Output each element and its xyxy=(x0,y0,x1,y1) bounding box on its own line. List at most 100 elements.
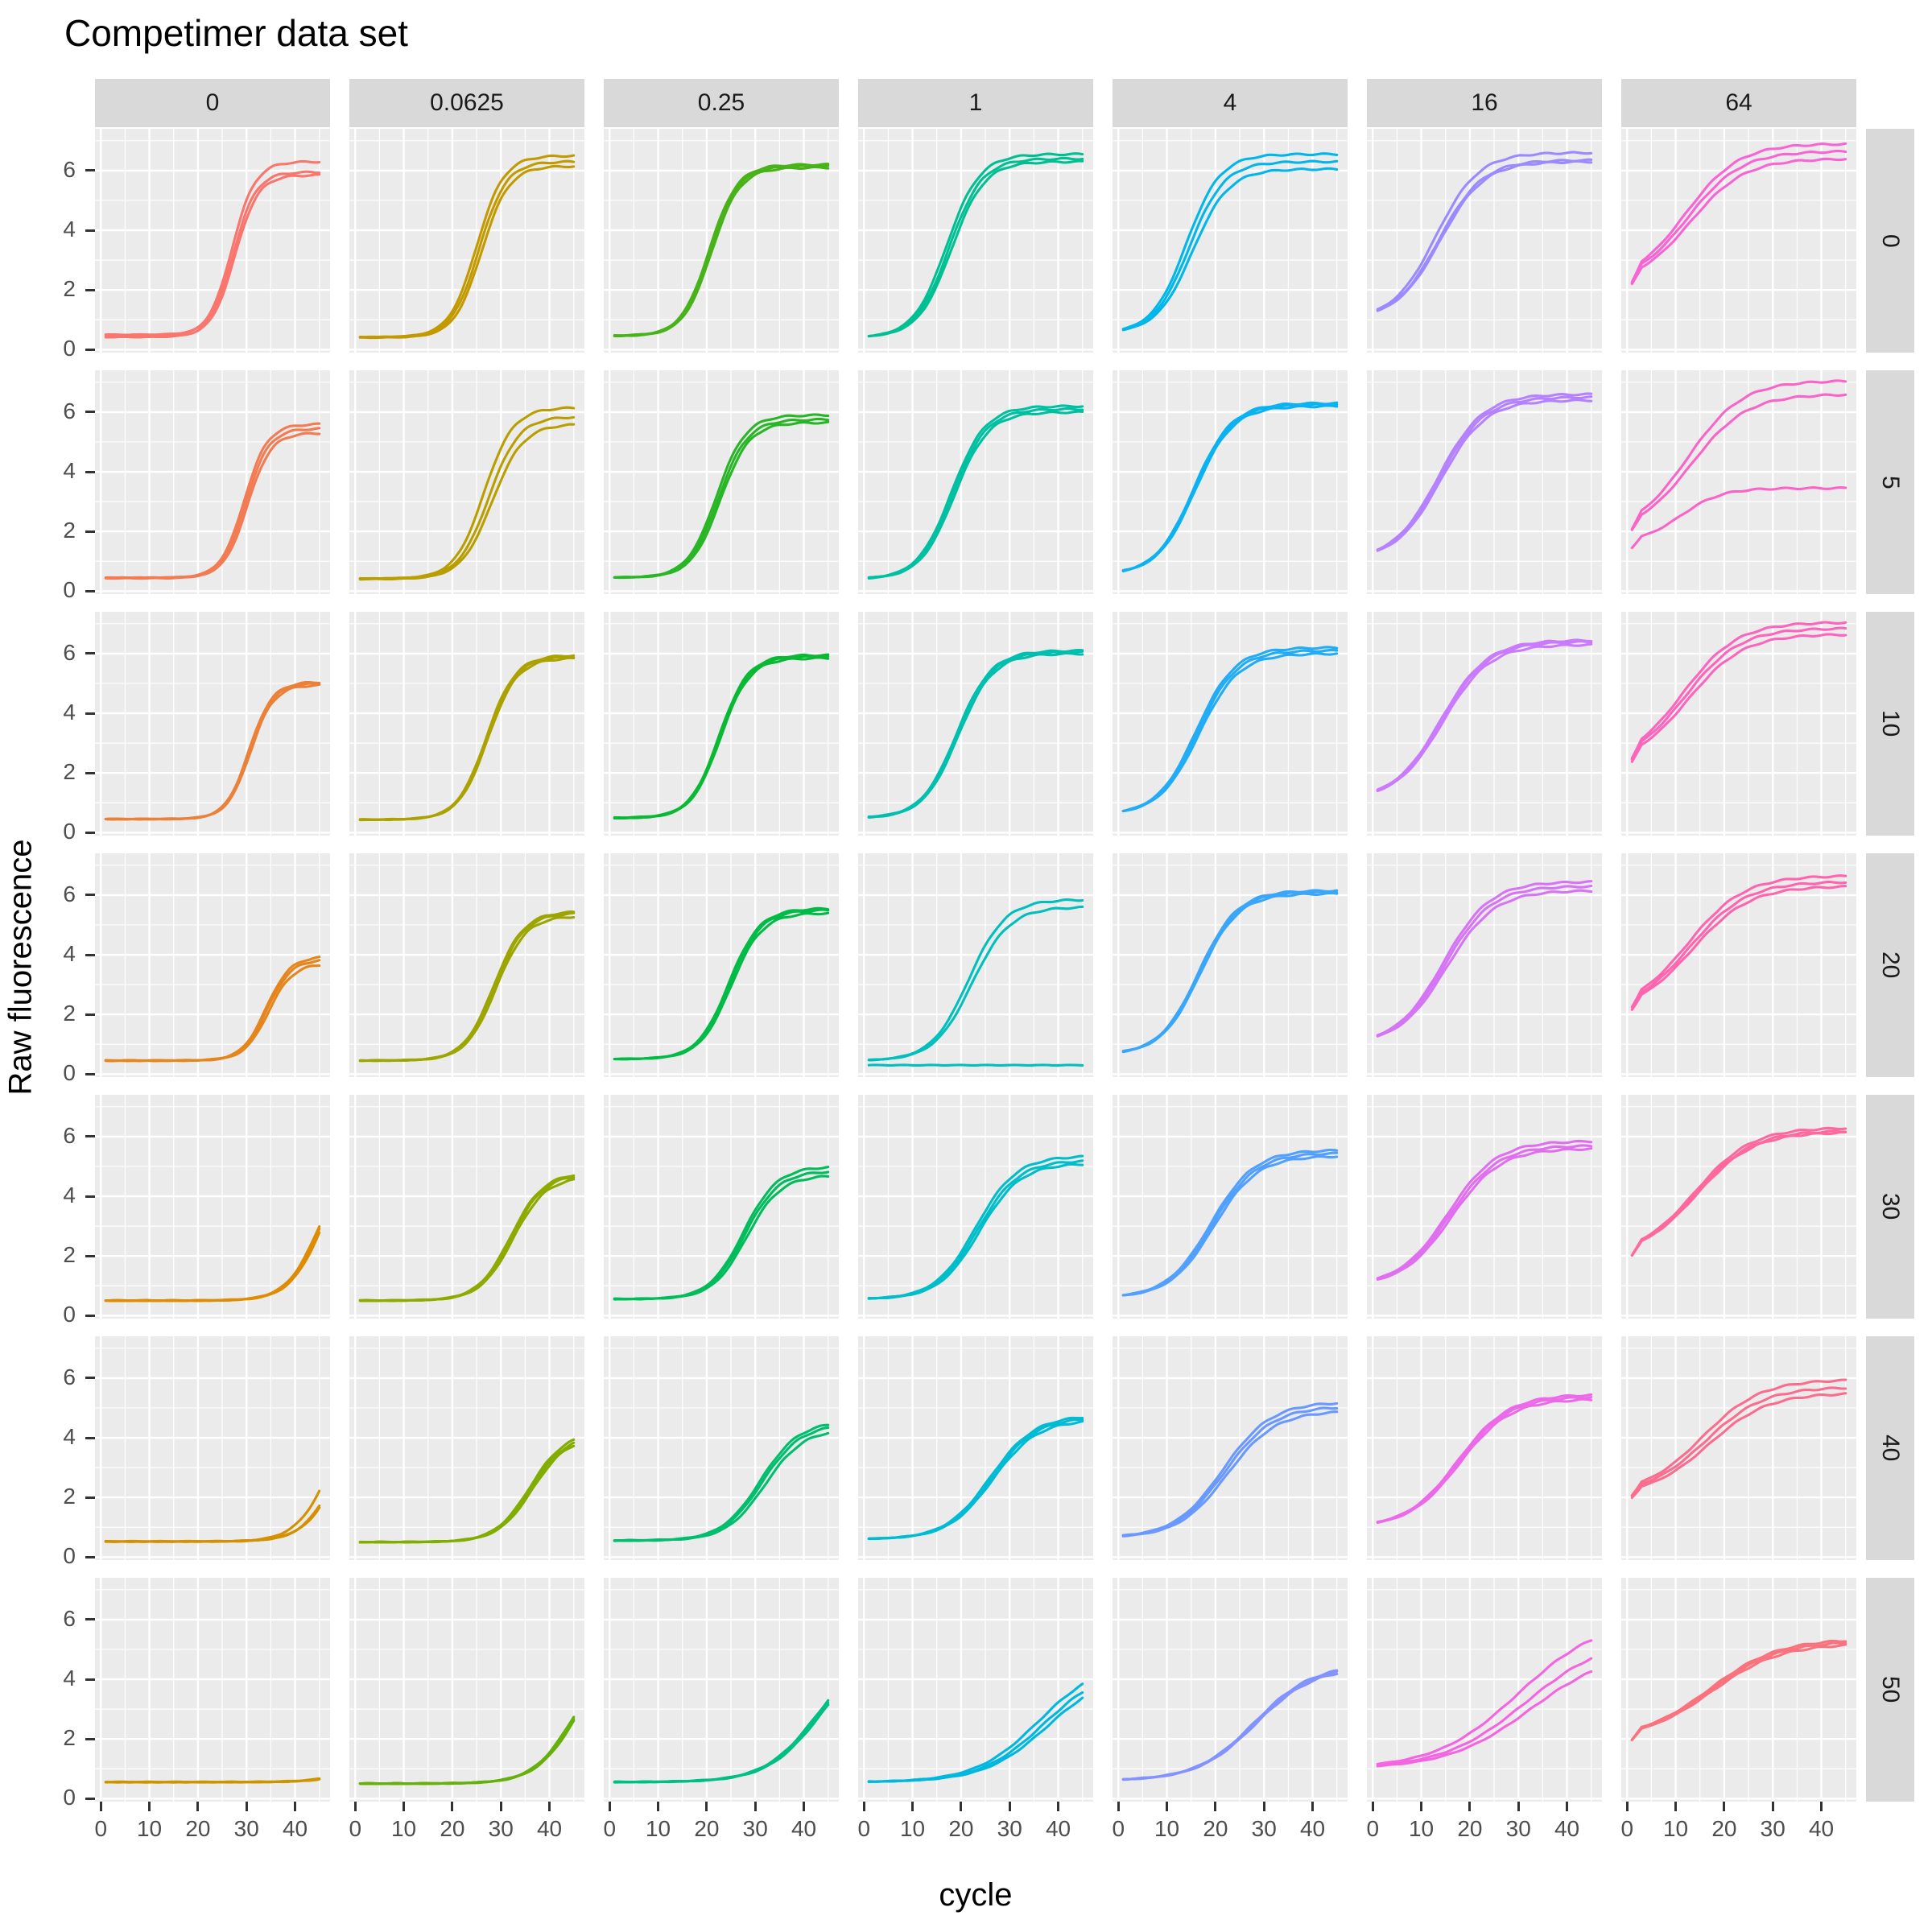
amplification-curve-r40-c4-rep2 xyxy=(1121,1410,1339,1538)
panel-background xyxy=(1621,370,1856,594)
amplification-curve-r50-c4-rep3 xyxy=(1121,1670,1339,1781)
facet-panel-r50-c16 xyxy=(1367,1578,1602,1802)
x-tick xyxy=(1214,1802,1217,1811)
x-tick-label: 40 xyxy=(536,1816,563,1841)
y-tick-label: 0 xyxy=(63,819,76,844)
row-strip-label: 0 xyxy=(1877,233,1904,248)
x-tick-label: 20 xyxy=(1711,1816,1737,1841)
x-tick-label: 30 xyxy=(488,1816,514,1841)
row-strip-label: 40 xyxy=(1877,1435,1904,1462)
x-tick-label: 10 xyxy=(390,1816,417,1841)
x-tick-label: 40 xyxy=(282,1816,308,1841)
y-tick-label: 6 xyxy=(63,1122,76,1148)
y-tick-label: 6 xyxy=(63,398,76,423)
col-strip-label: 1 xyxy=(968,89,983,116)
x-tick-label: 20 xyxy=(694,1816,720,1841)
amplification-curve-r20-c64-rep1 xyxy=(1630,874,1847,1009)
x-tick xyxy=(1117,1802,1120,1811)
amplification-curve-r20-c4-rep3 xyxy=(1121,890,1339,1053)
x-tick xyxy=(1420,1802,1423,1811)
x-tick xyxy=(1371,1802,1374,1811)
panel-background xyxy=(349,1095,584,1319)
x-tick xyxy=(1674,1802,1678,1811)
amplification-curve-r30-c1-rep3 xyxy=(867,1159,1084,1300)
amplification-curve-r0-c64-rep2 xyxy=(1630,149,1847,285)
amplification-curve-r0-c0.0625-rep3 xyxy=(358,164,576,340)
amplification-curve-r10-c16-rep3 xyxy=(1376,640,1593,792)
facet-panel-r20-c64 xyxy=(1621,853,1856,1077)
amplification-curve-r0-c1-rep3 xyxy=(867,159,1084,338)
y-tick-label: 0 xyxy=(63,577,76,603)
panel-background xyxy=(604,1095,839,1319)
y-tick xyxy=(85,953,95,956)
amplification-curve-r5-c64-rep2 xyxy=(1630,393,1847,531)
facet-panel-r50-c0.0625 xyxy=(349,1578,584,1802)
x-tick xyxy=(1468,1802,1472,1811)
amplification-curve-r0-c4-rep1 xyxy=(1121,152,1339,331)
panel-background xyxy=(1113,1095,1348,1319)
facet-panel-r10-c64 xyxy=(1621,612,1856,836)
facet-panel-r40-c0.0625 xyxy=(349,1336,584,1560)
amplification-curve-r40-c0.0625-rep3 xyxy=(358,1441,576,1544)
col-strip-1: 1 xyxy=(858,79,1093,127)
panel-background xyxy=(349,1578,584,1802)
y-tick-label: 6 xyxy=(63,1605,76,1631)
panel-background xyxy=(604,612,839,836)
x-tick-label: 0 xyxy=(1366,1816,1380,1841)
amplification-curve-r10-c1-rep3 xyxy=(867,650,1084,819)
y-tick-label: 2 xyxy=(63,1725,76,1751)
amplification-curve-r0-c4-rep2 xyxy=(1121,159,1339,331)
x-tick xyxy=(499,1802,502,1811)
facet-panel-r20-c0.0625 xyxy=(349,853,584,1077)
y-tick xyxy=(85,894,95,897)
facet-panel-r50-c1 xyxy=(858,1578,1093,1802)
amplification-curve-r20-c64-rep3 xyxy=(1630,885,1847,1011)
row-strip-20: 20 xyxy=(1866,853,1914,1077)
x-tick xyxy=(960,1802,963,1811)
y-tick-label: 2 xyxy=(63,1001,76,1026)
facet-panel-r30-c4 xyxy=(1113,1095,1348,1319)
facet-panel-r5-c0 xyxy=(95,370,330,594)
amplification-curve-r30-c16-rep2 xyxy=(1376,1147,1593,1281)
x-tick-label: 10 xyxy=(1408,1816,1435,1841)
panel-background xyxy=(604,1578,839,1802)
panel-background xyxy=(858,1095,1093,1319)
panel-background xyxy=(95,612,330,836)
facet-panel-r30-c0.25 xyxy=(604,1095,839,1319)
amplification-curve-r40-c64-rep2 xyxy=(1630,1386,1847,1497)
panel-background xyxy=(604,853,839,1077)
y-tick xyxy=(85,229,95,232)
x-tick-label: 10 xyxy=(1154,1816,1180,1841)
amplification-curve-r10-c0-rep3 xyxy=(104,682,321,821)
x-tick-label: 10 xyxy=(645,1816,671,1841)
panel-background xyxy=(858,1336,1093,1560)
x-tick xyxy=(1008,1802,1011,1811)
facet-panel-r10-c0.0625 xyxy=(349,612,584,836)
panel-background xyxy=(604,1336,839,1560)
y-tick xyxy=(85,1678,95,1681)
amplification-curve-r5-c64-rep3 xyxy=(1630,486,1847,550)
x-tick-label: 0 xyxy=(1112,1816,1125,1841)
amplification-curve-r30-c16-rep3 xyxy=(1376,1144,1593,1281)
x-tick xyxy=(1771,1802,1774,1811)
x-tick xyxy=(451,1802,454,1811)
panel-background xyxy=(1621,853,1856,1077)
amplification-curve-r10-c64-rep1 xyxy=(1630,621,1847,760)
amplification-curve-r50-c0.0625-rep3 xyxy=(358,1717,576,1785)
panel-background xyxy=(1621,612,1856,836)
panel-background xyxy=(1621,129,1856,353)
facet-panel-r30-c16 xyxy=(1367,1095,1602,1319)
amplification-curve-r30-c64-rep3 xyxy=(1630,1129,1847,1257)
y-tick-label: 2 xyxy=(63,276,76,302)
x-tick xyxy=(753,1802,757,1811)
amplification-curve-r50-c64-rep3 xyxy=(1630,1641,1847,1741)
amplification-curve-r5-c0.25-rep3 xyxy=(613,417,830,579)
row-strip-label: 30 xyxy=(1877,1193,1904,1220)
col-strip-64: 64 xyxy=(1621,79,1856,127)
panel-background xyxy=(1113,1578,1348,1802)
amplification-curve-r50-c16-rep1 xyxy=(1376,1639,1593,1765)
panel-background xyxy=(95,1336,330,1560)
y-tick-label: 6 xyxy=(63,156,76,182)
amplification-curve-r10-c64-rep2 xyxy=(1630,626,1847,762)
x-tick-label: 0 xyxy=(94,1816,108,1841)
